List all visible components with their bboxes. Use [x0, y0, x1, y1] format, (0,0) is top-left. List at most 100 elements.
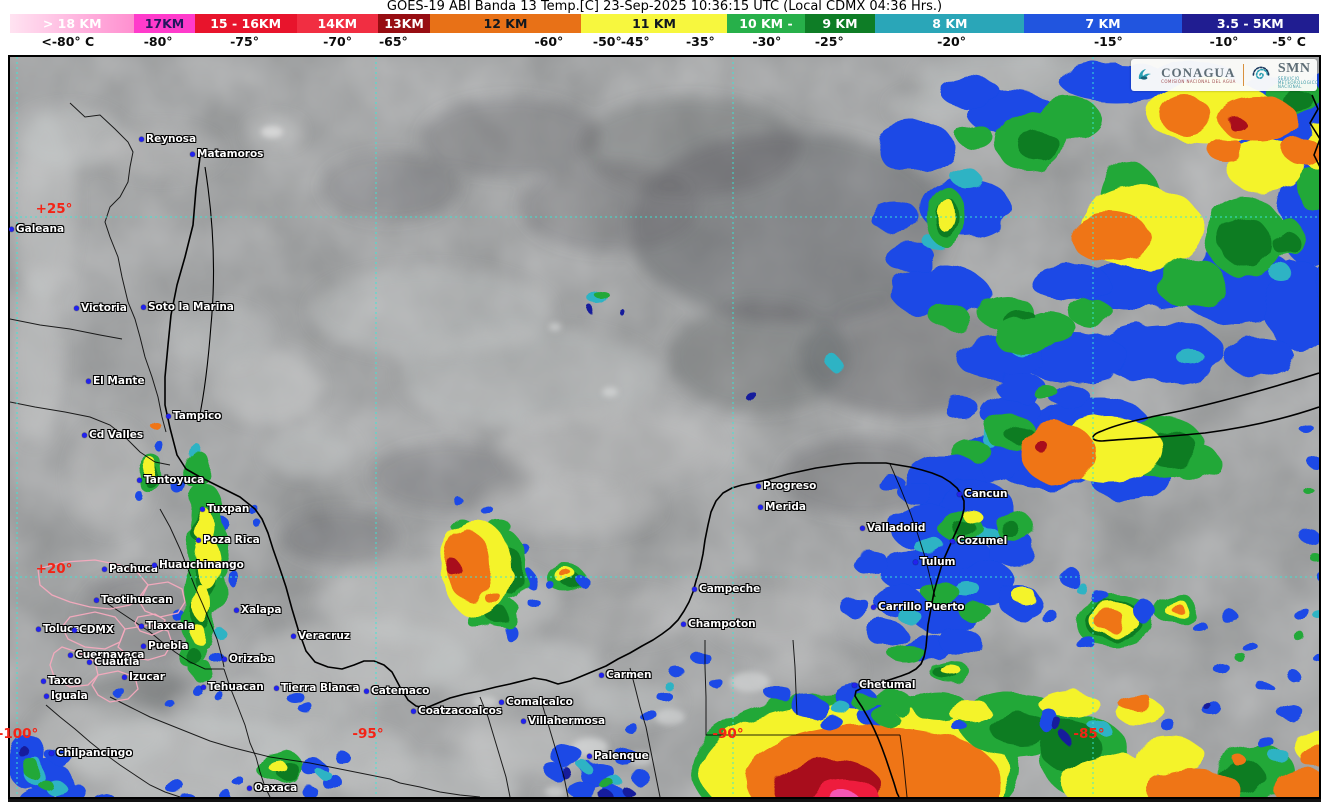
- city-marker-dot: [222, 656, 227, 662]
- city-label-oaxaca: Oaxaca: [247, 782, 297, 794]
- city-label-tulum: Tulum: [913, 556, 956, 568]
- city-label-chilpancingo: Chilpancingo: [49, 747, 132, 759]
- city-name: Tierra Blanca: [281, 681, 360, 694]
- grid-coordinate-label: -100°: [0, 726, 39, 742]
- city-label-tantoyuca: Tantoyuca: [137, 474, 204, 486]
- city-label-tampico: Tampico: [166, 410, 221, 422]
- conagua-subtitle: COMISIÓN NACIONAL DEL AGUA: [1161, 79, 1236, 84]
- smn-name: SMN: [1277, 60, 1311, 76]
- city-marker-dot: [692, 586, 697, 592]
- city-label-victoria: Victoria: [74, 302, 127, 314]
- temperature-tick-label: -5° C: [1272, 34, 1306, 49]
- city-label-comalcalco: Comalcalco: [499, 696, 573, 708]
- city-name: Oaxaca: [254, 781, 298, 794]
- state-borders-pink: [37, 559, 186, 703]
- city-marker-dot: [86, 378, 91, 384]
- city-label-tuxpan: Tuxpan: [200, 503, 249, 515]
- satellite-imagery: .cb{fill:#1a49e6}.cn{fill:#171f9c}.ct{fi…: [10, 57, 1319, 797]
- city-name: Coatzacoalcos: [418, 704, 503, 717]
- cloud-cells-central-gulf: [441, 292, 842, 640]
- city-name: Merida: [765, 500, 806, 513]
- cloud-specks-southwest: [10, 688, 350, 797]
- altitude-scale-segment-1: > 18 KM: [10, 14, 135, 33]
- city-marker-dot: [950, 538, 955, 544]
- grid-coordinate-label: -90°: [712, 726, 744, 742]
- conagua-name: CONAGUA: [1161, 65, 1236, 80]
- city-name: Tuxpan: [207, 502, 250, 515]
- city-marker-dot: [94, 597, 99, 603]
- city-marker-dot: [521, 718, 526, 724]
- satellite-map: .cb{fill:#1a49e6}.cn{fill:#171f9c}.ct{fi…: [0, 55, 1321, 799]
- temperature-tick-label: -35°: [685, 34, 715, 49]
- city-marker-dot: [139, 623, 144, 629]
- city-label-matamoros: Matamoros: [190, 148, 263, 160]
- altitude-scale-segment-9: 9 KM: [804, 14, 876, 33]
- city-marker-dot: [587, 753, 592, 759]
- smn-subtitle: SERVICIO METEOROLÓGICO NACIONAL: [1277, 75, 1319, 89]
- city-marker-dot: [852, 682, 857, 688]
- city-name: Tampico: [173, 409, 222, 422]
- smn-logo-icon: [1252, 66, 1270, 79]
- city-marker-dot: [122, 674, 127, 680]
- city-name: Chetumal: [859, 678, 916, 691]
- city-label-orizaba: Orizaba: [222, 653, 275, 665]
- city-name: Soto la Marina: [148, 300, 234, 313]
- city-marker-dot: [36, 626, 41, 632]
- city-marker-dot: [137, 477, 142, 483]
- city-label-catemaco: Catemaco: [364, 685, 429, 697]
- city-label-cuernavaca: Cuernavaca: [68, 649, 144, 661]
- smn-logo-text: SMN SERVICIO METEOROLÓGICO NACIONAL: [1277, 60, 1319, 89]
- city-name: Galeana: [16, 222, 65, 235]
- bottom-frame-strip: [8, 799, 1321, 802]
- cloud-mass-east-yucatan: [840, 422, 1319, 692]
- temperature-tick-label: -15°: [1093, 34, 1123, 49]
- city-marker-dot: [74, 305, 79, 311]
- conagua-logo-icon: [1138, 69, 1152, 80]
- altitude-color-scale: > 18 KM 17KM 15 - 16KM 14KM 13KM 12 KM 11 KM 10…: [10, 14, 1319, 33]
- temperature-tick-label: -60°: [534, 34, 564, 49]
- city-marker-dot: [190, 151, 195, 157]
- city-name: Palenque: [594, 749, 649, 762]
- temperature-tick-label: -65°: [378, 34, 408, 49]
- city-marker-dot: [49, 750, 54, 756]
- city-marker-dot: [102, 566, 107, 572]
- city-marker-dot: [200, 506, 205, 512]
- city-label-izucar: Izucar: [122, 671, 165, 683]
- city-name: Chilpancingo: [56, 746, 133, 759]
- altitude-scale-segment-5: 13KM: [377, 14, 431, 33]
- city-marker-dot: [871, 604, 876, 610]
- city-name: Champoton: [688, 617, 756, 630]
- cloud-band-sierra: [115, 421, 263, 706]
- grid-coordinate-label: -95°: [352, 726, 384, 742]
- city-label-pachuca: Pachuca: [102, 563, 158, 575]
- city-name: Valladolid: [867, 521, 926, 534]
- city-marker-dot: [860, 525, 865, 531]
- city-label-tlaxcala: Tlaxcala: [139, 620, 195, 632]
- city-name: Toluca: [43, 622, 81, 635]
- city-marker-dot: [82, 432, 87, 438]
- city-name: Huauchinango: [159, 558, 244, 571]
- city-label-cd-valles: Cd Valles: [82, 429, 143, 441]
- city-name: Iguala: [51, 689, 88, 702]
- city-marker-dot: [139, 136, 144, 142]
- city-name: Progreso: [763, 479, 817, 492]
- altitude-scale-segment-12: 3.5 - 5KM: [1181, 14, 1319, 33]
- city-label-carmen: Carmen: [599, 669, 652, 681]
- temperature-tick-label: -50°: [592, 34, 622, 49]
- city-marker-dot: [152, 562, 157, 568]
- city-marker-dot: [957, 491, 962, 497]
- city-label-merida: Merida: [758, 501, 806, 513]
- temperature-tick-label: -70°: [323, 34, 352, 49]
- city-label-progreso: Progreso: [756, 480, 816, 492]
- temperature-tick-label: -30°: [752, 34, 782, 49]
- temperature-tick-label: -75°: [230, 34, 259, 49]
- city-name: Campeche: [699, 582, 761, 595]
- city-marker-dot: [274, 685, 279, 691]
- city-marker-dot: [196, 537, 201, 543]
- city-marker-dot: [247, 785, 252, 791]
- city-name: CDMX: [79, 623, 114, 636]
- state-borders: [10, 102, 936, 797]
- city-label-champoton: Champoton: [681, 618, 756, 630]
- temperature-tick-label: <-80° C: [41, 34, 95, 49]
